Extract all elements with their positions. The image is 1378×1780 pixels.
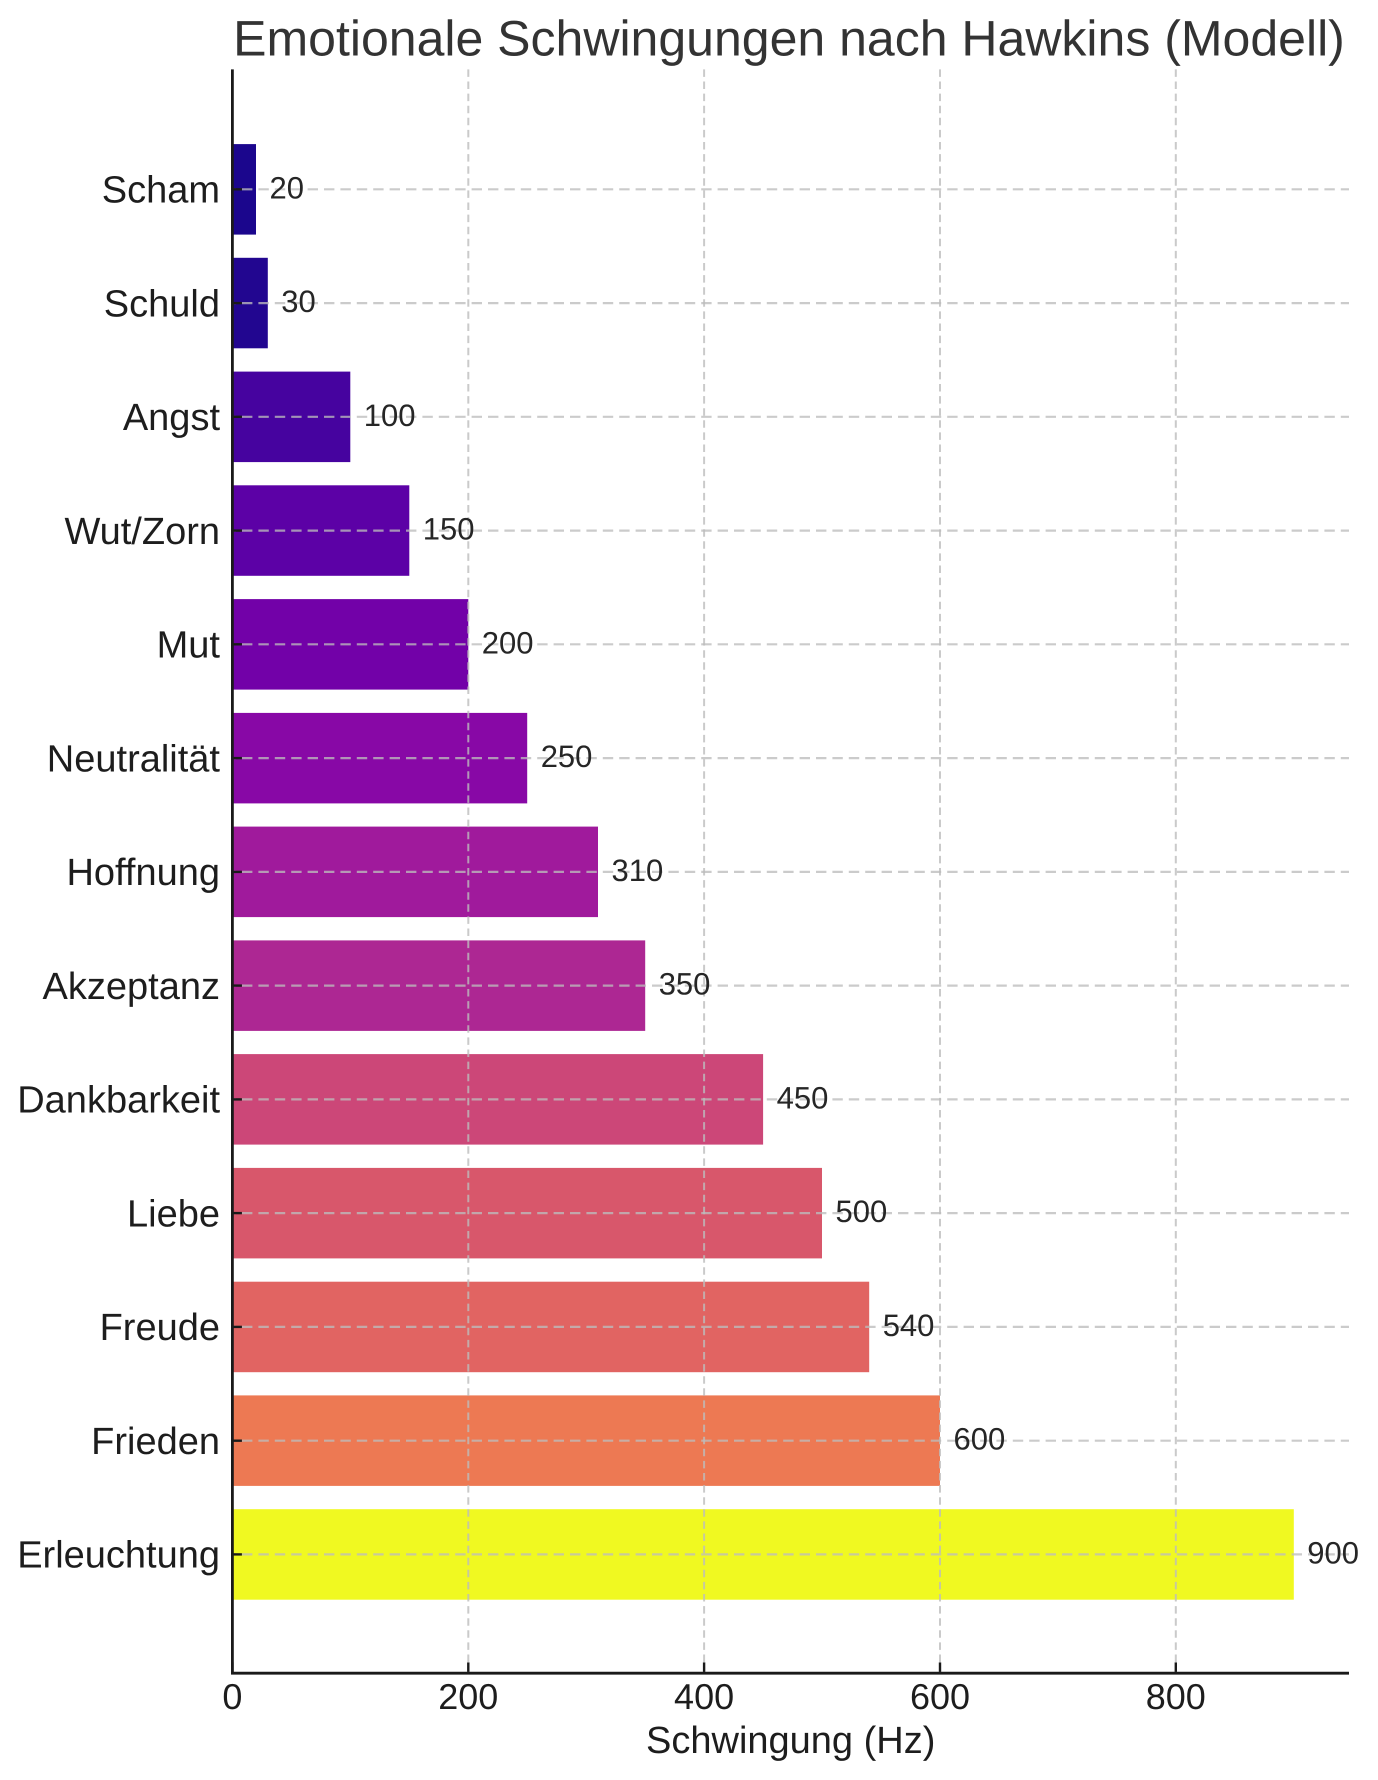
svg-text:200: 200 xyxy=(482,625,534,660)
svg-text:350: 350 xyxy=(659,967,711,1002)
svg-text:Wut/Zorn: Wut/Zorn xyxy=(64,511,220,553)
svg-text:Angst: Angst xyxy=(123,397,221,439)
svg-text:Schwingung (Hz): Schwingung (Hz) xyxy=(646,1720,935,1762)
svg-text:Akzeptanz: Akzeptanz xyxy=(43,966,220,1008)
svg-text:600: 600 xyxy=(954,1422,1006,1457)
svg-text:500: 500 xyxy=(836,1194,888,1229)
svg-text:30: 30 xyxy=(281,284,315,319)
svg-text:Schuld: Schuld xyxy=(104,283,220,325)
svg-text:310: 310 xyxy=(612,853,664,888)
svg-text:Neutralität: Neutralität xyxy=(47,738,221,780)
svg-text:Liebe: Liebe xyxy=(127,1193,220,1235)
svg-text:Scham: Scham xyxy=(102,170,220,212)
svg-text:Erleuchtung: Erleuchtung xyxy=(17,1535,220,1577)
svg-text:540: 540 xyxy=(883,1308,935,1343)
svg-text:100: 100 xyxy=(364,398,416,433)
svg-text:200: 200 xyxy=(438,1676,498,1717)
svg-text:600: 600 xyxy=(910,1676,970,1717)
svg-text:400: 400 xyxy=(674,1676,734,1717)
svg-text:800: 800 xyxy=(1146,1676,1206,1717)
svg-text:Freude: Freude xyxy=(100,1307,220,1349)
svg-text:250: 250 xyxy=(541,739,593,774)
svg-text:900: 900 xyxy=(1307,1535,1359,1570)
svg-text:20: 20 xyxy=(270,170,304,205)
svg-text:0: 0 xyxy=(222,1676,242,1717)
svg-text:450: 450 xyxy=(777,1080,829,1115)
svg-text:150: 150 xyxy=(423,512,475,547)
svg-text:Dankbarkeit: Dankbarkeit xyxy=(17,1080,220,1122)
svg-text:Frieden: Frieden xyxy=(91,1421,220,1463)
svg-text:Emotionale Schwingungen nach H: Emotionale Schwingungen nach Hawkins (Mo… xyxy=(233,11,1345,67)
svg-text:Hoffnung: Hoffnung xyxy=(66,852,220,894)
svg-text:Mut: Mut xyxy=(157,625,221,667)
